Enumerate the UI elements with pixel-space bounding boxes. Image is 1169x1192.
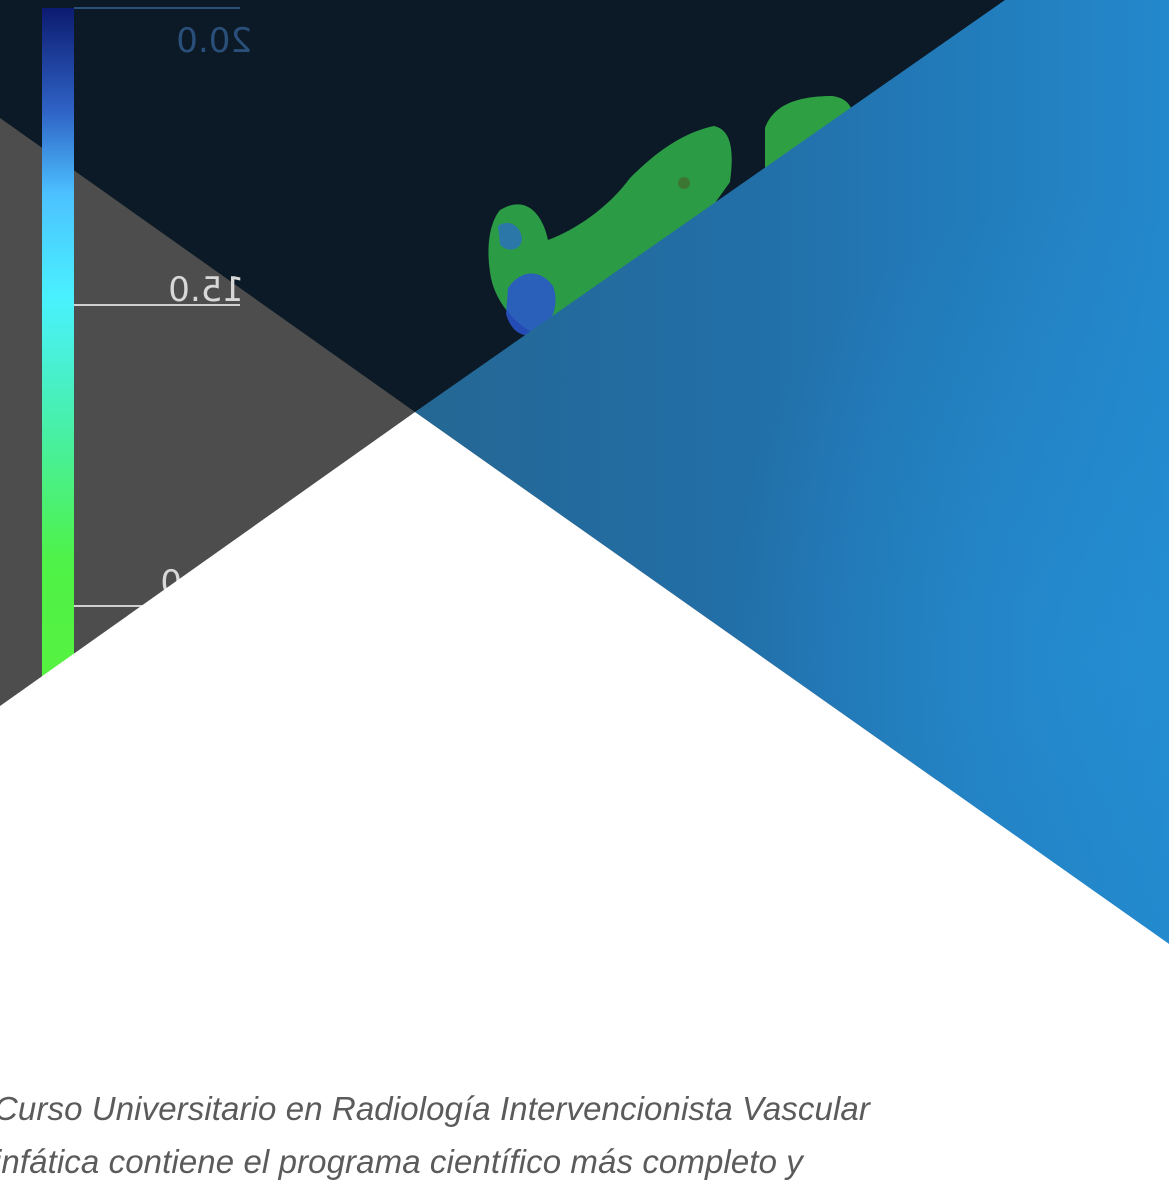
- caption-text: Curso Universitario en Radiología Interv…: [0, 1082, 1094, 1188]
- heatmap-organ: [488, 96, 853, 338]
- blue-panel-glow: [415, 0, 1169, 944]
- caption-line-1: Curso Universitario en Radiología Interv…: [0, 1090, 870, 1127]
- color-scale-bar: [42, 8, 74, 698]
- caption-line-2: infática contiene el programa científico…: [0, 1143, 803, 1180]
- scale-label-middle: 15.0: [168, 270, 244, 310]
- grey-panel: [0, 118, 415, 706]
- white-panel: [0, 412, 1169, 1192]
- scale-label-top: 20.0: [176, 21, 252, 61]
